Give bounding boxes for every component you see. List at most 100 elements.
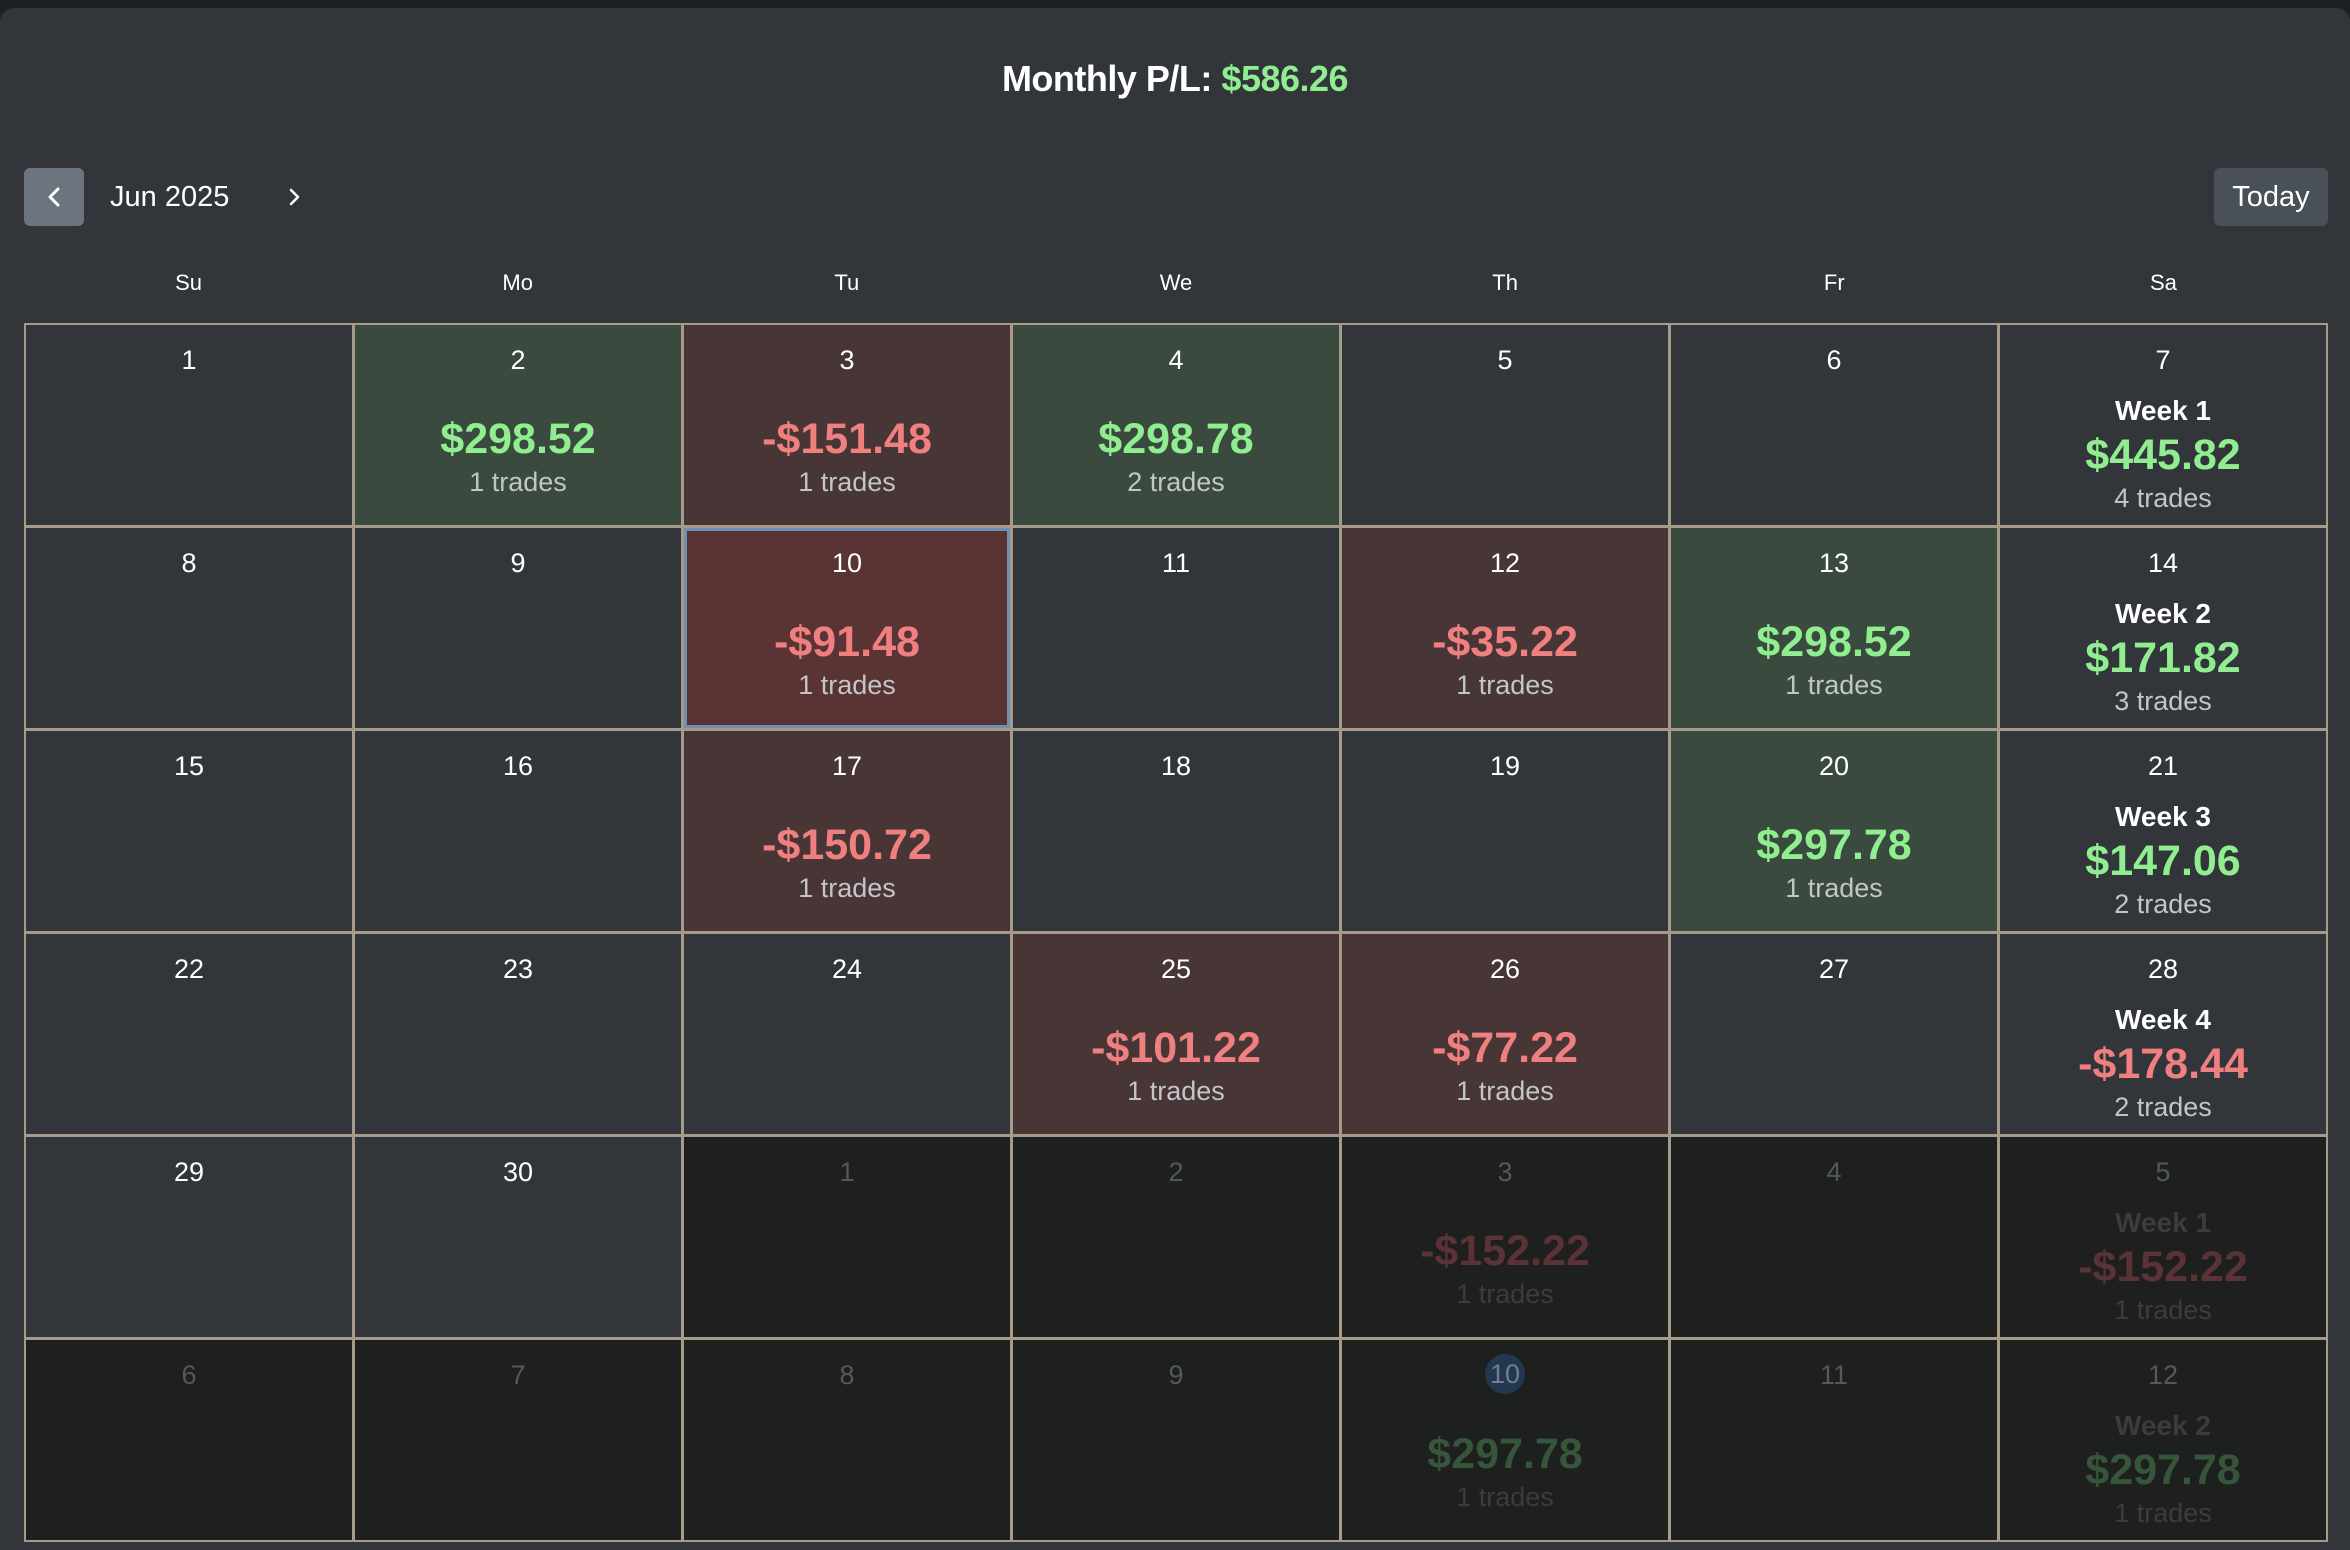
calendar-day-cell[interactable]: 10 $297.78 1 trades xyxy=(1342,1340,1668,1540)
calendar-day-cell[interactable]: 26 -$77.22 1 trades xyxy=(1342,934,1668,1134)
calendar-day-cell[interactable]: 13 $298.52 1 trades xyxy=(1671,528,1997,728)
calendar-day-cell[interactable]: 4 $298.78 2 trades xyxy=(1013,325,1339,525)
week-summary-cell[interactable]: 7 Week 1 $445.82 4 trades xyxy=(2000,325,2326,525)
calendar-day-cell[interactable]: 23 xyxy=(355,934,681,1134)
day-pl-value: $298.78 xyxy=(1098,415,1254,463)
week-trade-count: 1 trades xyxy=(2114,1295,2212,1325)
week-label: Week 3 xyxy=(2115,801,2211,832)
today-button[interactable]: Today xyxy=(2214,168,2328,226)
week-summary-cell[interactable]: 21 Week 3 $147.06 2 trades xyxy=(2000,731,2326,931)
day-trade-count: 1 trades xyxy=(1127,1076,1225,1106)
monthly-pl-label: Monthly P/L: xyxy=(1001,58,1212,99)
calendar-day-cell[interactable]: 3 -$152.22 1 trades xyxy=(1342,1137,1668,1337)
day-number: 17 xyxy=(831,751,863,781)
calendar-day-cell[interactable]: 1 xyxy=(26,325,352,525)
pl-calendar: Monthly P/L: $586.26 Jun 2025 Today Su M… xyxy=(0,8,2350,1550)
calendar-day-cell[interactable]: 2 $298.52 1 trades xyxy=(355,325,681,525)
weekday-label: Th xyxy=(1492,270,1518,295)
calendar-day-cell[interactable]: 6 xyxy=(1671,325,1997,525)
day-number: 26 xyxy=(1489,954,1521,984)
calendar-day-cell[interactable]: 19 xyxy=(1342,731,1668,931)
day-number: 10 xyxy=(831,548,863,578)
day-pl-value: -$150.72 xyxy=(762,821,932,869)
weekday-label: Tu xyxy=(834,270,860,295)
calendar-day-cell[interactable]: 11 xyxy=(1671,1340,1997,1540)
calendar-day-cell[interactable]: 11 xyxy=(1013,528,1339,728)
day-trade-count: 1 trades xyxy=(798,670,896,700)
calendar-day-cell[interactable]: 6 xyxy=(26,1340,352,1540)
day-pl-value: -$152.22 xyxy=(1420,1227,1590,1275)
day-number: 12 xyxy=(2147,1360,2179,1390)
day-number: 23 xyxy=(502,954,534,984)
day-number: 18 xyxy=(1160,751,1192,781)
day-pl-value: -$77.22 xyxy=(1432,1024,1578,1072)
calendar-day-cell[interactable]: 22 xyxy=(26,934,352,1134)
next-month-button[interactable] xyxy=(264,168,324,226)
calendar-day-cell[interactable]: 8 xyxy=(26,528,352,728)
calendar-day-cell[interactable]: 2 xyxy=(1013,1137,1339,1337)
day-trade-count: 1 trades xyxy=(1456,1482,1554,1512)
day-number: 11 xyxy=(1161,548,1191,578)
calendar-day-cell[interactable]: 5 xyxy=(1342,325,1668,525)
day-pl-value: $298.52 xyxy=(1756,618,1912,666)
calendar-day-cell[interactable]: 20 $297.78 1 trades xyxy=(1671,731,1997,931)
calendar-day-cell[interactable]: 7 xyxy=(355,1340,681,1540)
week-summary-cell[interactable]: 28 Week 4 -$178.44 2 trades xyxy=(2000,934,2326,1134)
day-number: 13 xyxy=(1818,548,1850,578)
weekday-label: Mo xyxy=(502,270,533,295)
week-label: Week 1 xyxy=(2115,395,2211,426)
week-pl-value: $171.82 xyxy=(2085,634,2241,682)
monthly-pl-value: $586.26 xyxy=(1221,58,1349,99)
calendar-day-cell[interactable]: 18 xyxy=(1013,731,1339,931)
week-summary-cell[interactable]: 12 Week 2 $297.78 1 trades xyxy=(2000,1340,2326,1540)
calendar-day-cell[interactable]: 30 xyxy=(355,1137,681,1337)
week-label: Week 2 xyxy=(2115,1410,2211,1441)
day-pl-value: -$35.22 xyxy=(1432,618,1578,666)
week-trade-count: 2 trades xyxy=(2114,1092,2212,1122)
calendar-day-cell[interactable]: 27 xyxy=(1671,934,1997,1134)
day-number: 2 xyxy=(1168,1157,1184,1187)
calendar-day-cell[interactable]: 25 -$101.22 1 trades xyxy=(1013,934,1339,1134)
day-number: 7 xyxy=(510,1360,526,1390)
calendar-day-cell[interactable]: 29 xyxy=(26,1137,352,1337)
prev-month-button[interactable] xyxy=(24,168,84,226)
day-pl-value: $297.78 xyxy=(1756,821,1912,869)
calendar-day-cell[interactable]: 17 -$150.72 1 trades xyxy=(684,731,1010,931)
weekday-label: Sa xyxy=(2149,270,2177,295)
day-number: 6 xyxy=(181,1360,197,1390)
day-number: 11 xyxy=(1819,1360,1849,1390)
week-trade-count: 2 trades xyxy=(2114,889,2212,919)
day-trade-count: 1 trades xyxy=(1456,670,1554,700)
calendar-day-cell[interactable]: 15 xyxy=(26,731,352,931)
calendar-day-cell[interactable]: 8 xyxy=(684,1340,1010,1540)
day-trade-count: 2 trades xyxy=(1127,467,1225,497)
weekday-label: Fr xyxy=(1823,270,1845,295)
day-number: 6 xyxy=(1826,345,1842,375)
day-trade-count: 1 trades xyxy=(1456,1076,1554,1106)
calendar-day-cell[interactable]: 12 -$35.22 1 trades xyxy=(1342,528,1668,728)
week-summary-cell[interactable]: 14 Week 2 $171.82 3 trades xyxy=(2000,528,2326,728)
calendar-day-cell[interactable]: 3 -$151.48 1 trades xyxy=(684,325,1010,525)
week-label: Week 4 xyxy=(2115,1004,2211,1035)
calendar-day-cell[interactable]: 16 xyxy=(355,731,681,931)
calendar-day-cell[interactable]: 1 xyxy=(684,1137,1010,1337)
week-summary-cell[interactable]: 5 Week 1 -$152.22 1 trades xyxy=(2000,1137,2326,1337)
day-number: 30 xyxy=(502,1157,534,1187)
day-number: 2 xyxy=(510,345,526,375)
monthly-pl-header: Monthly P/L: $586.26 xyxy=(0,58,2350,100)
day-number: 24 xyxy=(831,954,863,984)
day-number: 22 xyxy=(173,954,205,984)
day-pl-value: -$91.48 xyxy=(774,618,920,666)
calendar-day-cell[interactable]: 9 xyxy=(355,528,681,728)
day-number: 5 xyxy=(2155,1157,2171,1187)
day-number: 4 xyxy=(1168,345,1184,375)
calendar-day-cell[interactable]: 9 xyxy=(1013,1340,1339,1540)
weekday-label: Su xyxy=(175,270,203,295)
weekday-label: We xyxy=(1159,270,1193,295)
calendar-day-cell[interactable]: 10 -$91.48 1 trades xyxy=(684,528,1010,728)
calendar-day-cell[interactable]: 24 xyxy=(684,934,1010,1134)
calendar-day-cell[interactable]: 4 xyxy=(1671,1137,1997,1337)
day-pl-value: -$101.22 xyxy=(1091,1024,1261,1072)
day-number: 8 xyxy=(181,548,197,578)
day-number: 1 xyxy=(181,345,197,375)
